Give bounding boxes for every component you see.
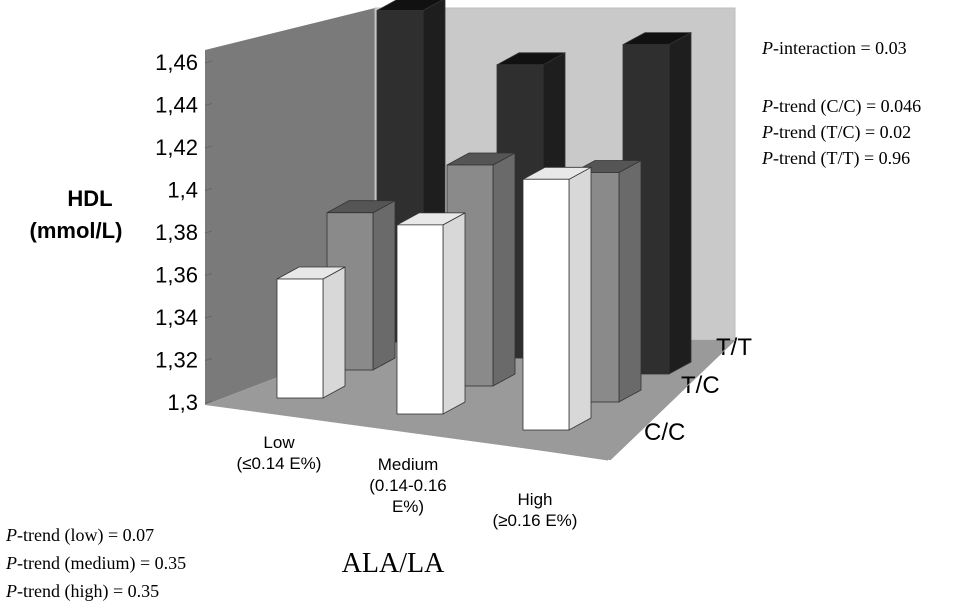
y-tick-mark — [204, 315, 213, 319]
category-label: High (≥0.16 E%) — [493, 490, 578, 530]
y-tick-mark — [204, 60, 213, 64]
bar-side-t-t-2 — [668, 31, 692, 375]
y-axis-label-line2: (mmol/L) — [30, 218, 123, 243]
chart-bars — [276, 0, 692, 431]
bar-side-t-c-0 — [372, 200, 396, 371]
annotation-trend-genotype: P-trend (T/T) = 0.96 — [761, 148, 910, 169]
y-tick-mark — [204, 230, 213, 234]
annotation-trend-category: P-trend (high) = 0.35 — [5, 581, 159, 602]
y-tick-mark — [204, 273, 213, 276]
y-tick-label: 1,42 — [155, 135, 198, 160]
category-label: Medium (0.14-0.16 E%) — [369, 455, 447, 516]
y-tick-mark — [204, 358, 213, 361]
y-tick-label: 1,46 — [155, 50, 198, 75]
x-axis-line — [226, 403, 609, 461]
chart-labels: 1,46 1,44 1,42 1,4 1,38 1,36 1,34 1,32 1,3 Low (≤0… — [5, 38, 921, 602]
bar-side-t-c-1 — [492, 152, 516, 387]
depth-label-c-c: C/C — [644, 419, 685, 446]
category-label: Low (≤0.14 E%) — [237, 433, 322, 473]
y-tick-label: 1,32 — [155, 348, 198, 373]
y-tick-label: 1,36 — [155, 263, 198, 288]
bar-c-c-0 — [276, 278, 324, 399]
bar-side-t-c-2 — [618, 159, 642, 403]
bar-side-c-c-2 — [568, 166, 592, 431]
annotation-trend-category: P-trend (low) = 0.07 — [5, 525, 154, 546]
y-tick-mark — [204, 400, 213, 404]
y-axis-label-line1: HDL — [67, 186, 112, 211]
y-tick-mark — [204, 188, 213, 191]
annotation-interaction: P-interaction = 0.03 — [761, 38, 907, 58]
y-tick-label: 1,38 — [155, 220, 198, 245]
x-axis-label: ALA/LA — [342, 548, 445, 579]
depth-axis-line — [609, 339, 736, 461]
bar-side-c-c-0 — [322, 266, 346, 399]
annotation-trend-genotype: P-trend (T/C) = 0.02 — [761, 122, 911, 143]
y-tick-mark — [204, 145, 213, 149]
depth-label-t-t: T/T — [716, 334, 752, 361]
y-tick-label: 1,4 — [167, 178, 198, 203]
annotation-trend-genotype: P-trend (C/C) = 0.046 — [761, 96, 921, 117]
bar-side-c-c-1 — [442, 212, 466, 415]
y-tick-label: 1,3 — [167, 390, 198, 415]
bar-c-c-1 — [396, 224, 444, 415]
depth-label-t-c: T/C — [681, 372, 720, 399]
y-tick-mark — [204, 103, 213, 106]
y-tick-label: 1,34 — [155, 305, 198, 330]
bar-c-c-2 — [522, 178, 570, 431]
annotation-trend-category: P-trend (medium) = 0.35 — [5, 553, 186, 574]
y-tick-label: 1,44 — [155, 93, 198, 118]
